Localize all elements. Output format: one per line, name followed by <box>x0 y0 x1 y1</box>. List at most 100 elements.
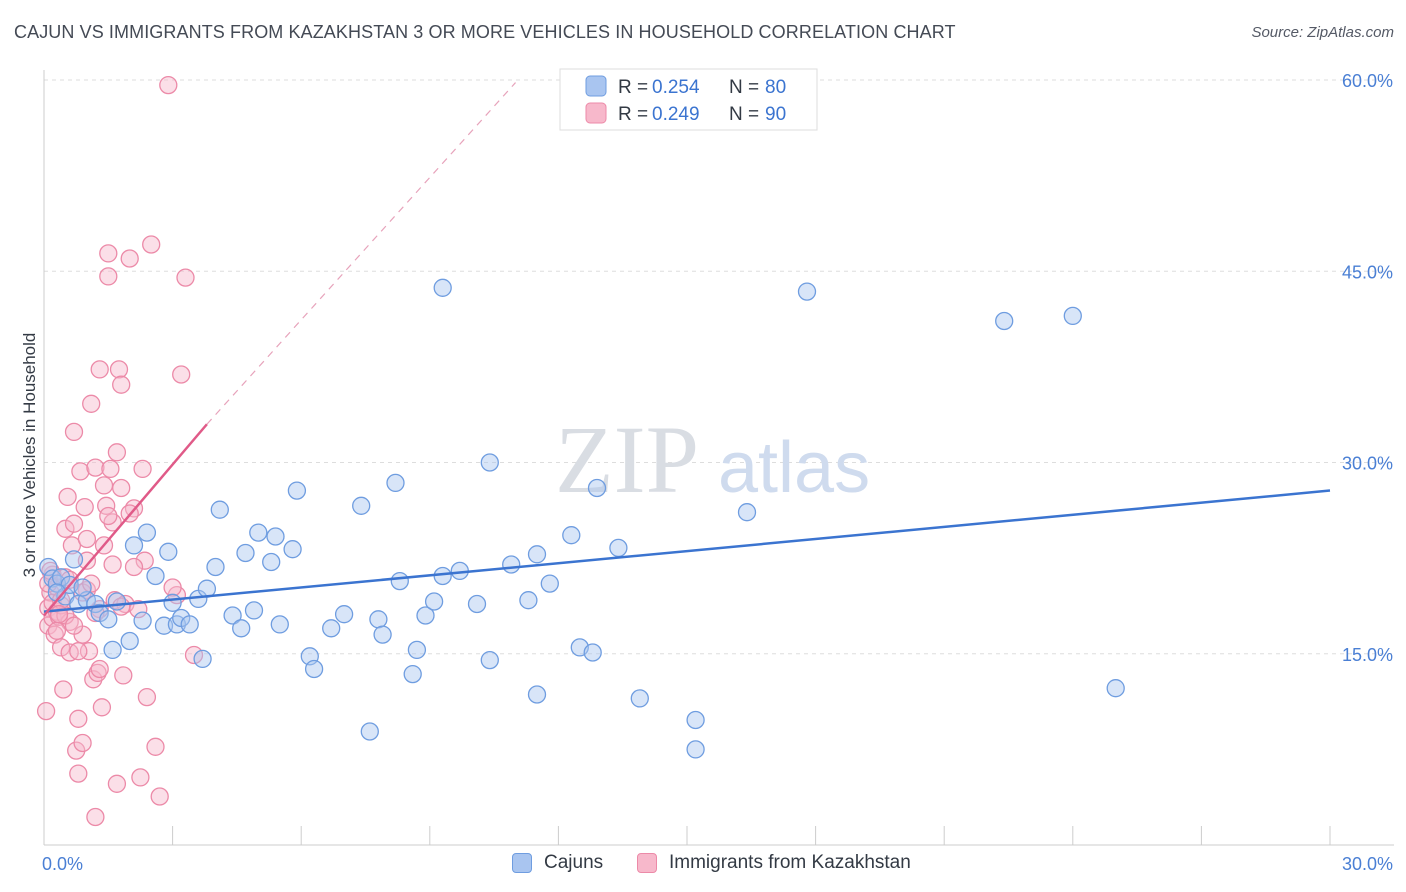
kazakhstan-point-68 <box>47 621 67 640</box>
kazakhstan-point-87 <box>163 578 182 597</box>
kazakhstan-point-60 <box>150 787 169 806</box>
cajun-point-39 <box>287 481 307 500</box>
y-tick-label-2: 45.0% <box>1342 262 1393 282</box>
cajun-point-26 <box>193 649 212 669</box>
cajun-point-15 <box>124 536 144 555</box>
kazakhstan-point-20 <box>64 422 84 442</box>
cajun-point-11 <box>99 610 118 629</box>
cajun-point-38 <box>283 540 302 559</box>
correlation-legend: R = 0.254 N = 80 R = 0.249 N = 90 <box>559 68 818 131</box>
cajun-point-53 <box>424 592 444 611</box>
kazakhstan-point-89 <box>49 605 69 624</box>
axes-layer <box>43 70 1394 846</box>
legend-n-label-kazakhstan: N = <box>729 104 759 125</box>
legend-swatch-kazakhstan <box>585 102 607 124</box>
bottom-legend-swatch-cajun <box>512 853 532 873</box>
y-axis-title: 3 or more Vehicles in Household <box>20 333 39 578</box>
kazakhstan-point-76 <box>82 574 101 593</box>
kazakhstan-point-73 <box>69 642 88 661</box>
cajun-point-20 <box>159 542 178 561</box>
kazakhstan-point-85 <box>124 557 144 577</box>
chart-title: CAJUN VS IMMIGRANTS FROM KAZAKHSTAN 3 OR… <box>14 22 956 42</box>
kazakhstan-point-0 <box>36 701 56 721</box>
cajun-point-33 <box>244 601 264 620</box>
kazakhstan-point-61 <box>159 75 178 95</box>
kazakhstan-point-43 <box>101 459 120 479</box>
cajun-point-45 <box>360 722 379 741</box>
kazakhstan-point-81 <box>103 555 122 574</box>
kazakhstan-point-52 <box>120 249 139 268</box>
legend-n-value-cajun: 80 <box>765 77 786 98</box>
tick-layer: 15.0% 30.0% 45.0% 60.0% 0.0% 30.0% <box>42 71 1393 874</box>
cajun-point-52 <box>416 606 435 625</box>
legend-r-label-cajun: R = <box>618 77 648 98</box>
y-tick-label-0: 15.0% <box>1342 645 1393 665</box>
cajun-point-58 <box>480 453 499 472</box>
y-tick-label-3: 60.0% <box>1342 71 1393 91</box>
kazakhstan-point-72 <box>64 616 84 635</box>
kazakhstan-point-27 <box>75 497 94 517</box>
cajun-point-76 <box>1063 306 1082 326</box>
cajun-point-41 <box>304 659 324 679</box>
cajun-point-64 <box>540 574 559 593</box>
cajun-point-34 <box>249 523 268 542</box>
legend-swatch-cajun <box>585 75 607 97</box>
cajun-points <box>39 278 1125 759</box>
cajun-point-59 <box>480 650 499 670</box>
cajun-point-31 <box>232 619 251 638</box>
cajun-point-0 <box>39 557 58 577</box>
cajun-point-28 <box>206 557 225 577</box>
cajun-point-12 <box>103 640 122 660</box>
watermark-zip: ZIP <box>555 406 699 513</box>
cajun-point-60 <box>502 555 521 574</box>
cajun-point-44 <box>352 496 371 515</box>
cajun-point-36 <box>266 527 285 546</box>
legend-n-label-cajun: N = <box>729 77 759 98</box>
cajun-point-77 <box>1106 679 1125 698</box>
kazakhstan-point-80 <box>99 506 118 526</box>
kazakhstan-point-31 <box>82 394 101 413</box>
kazakhstan-point-57 <box>135 551 154 570</box>
kazakhstan-point-55 <box>131 768 150 787</box>
cajun-point-74 <box>797 282 817 301</box>
cajun-point-67 <box>583 643 602 662</box>
kazakhstan-point-24 <box>71 462 90 481</box>
cajun-point-71 <box>686 740 705 759</box>
cajun-point-55 <box>433 278 452 297</box>
cajun-point-54 <box>433 566 452 586</box>
cajun-point-70 <box>630 689 649 708</box>
kazakhstan-trendline-extension <box>206 82 516 425</box>
cajun-point-79 <box>73 578 92 597</box>
kazakhstan-points <box>36 75 204 827</box>
kazakhstan-point-36 <box>90 360 109 379</box>
kazakhstan-point-42 <box>99 267 118 286</box>
kazakhstan-point-63 <box>172 365 191 384</box>
kazakhstan-point-78 <box>90 659 109 679</box>
kazakhstan-point-12 <box>54 680 73 699</box>
kazakhstan-point-49 <box>112 478 131 498</box>
kazakhstan-point-56 <box>133 459 152 479</box>
cajun-point-29 <box>210 500 229 519</box>
cajun-point-63 <box>527 685 547 704</box>
bottom-legend-label-cajun: Cajuns <box>544 852 604 873</box>
cajun-point-57 <box>467 594 487 614</box>
bottom-legend-swatch-kazakhstan <box>637 853 657 873</box>
cajun-point-49 <box>390 571 409 591</box>
kazakhstan-point-25 <box>73 733 92 753</box>
kazakhstan-point-14 <box>56 519 75 538</box>
kazakhstan-point-15 <box>58 487 77 507</box>
cajun-point-61 <box>519 591 538 610</box>
cajun-point-13 <box>107 592 127 611</box>
cajun-point-69 <box>609 538 628 558</box>
cajun-point-72 <box>686 710 705 730</box>
cajun-point-46 <box>369 610 388 629</box>
kazakhstan-point-59 <box>142 235 161 254</box>
kazakhstan-point-86 <box>146 737 165 756</box>
kazakhstan-point-82 <box>107 443 127 462</box>
cajun-point-17 <box>137 523 157 542</box>
kazakhstan-point-41 <box>99 244 118 263</box>
watermark: ZIP atlas <box>555 406 870 513</box>
kazakhstan-point-38 <box>92 698 112 717</box>
cajun-point-42 <box>322 619 341 638</box>
